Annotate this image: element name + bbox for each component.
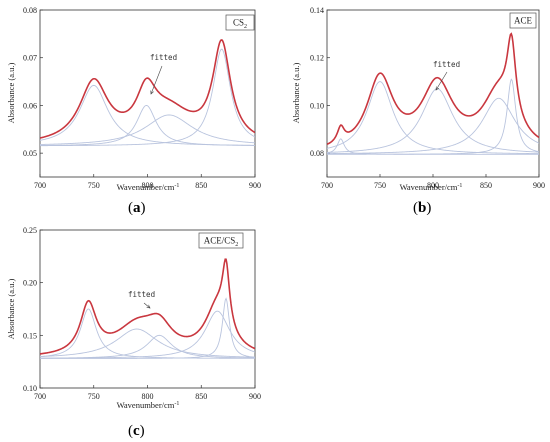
component-peak-5 (40, 297, 255, 359)
x-tick-label: 850 (195, 181, 207, 190)
component-peak-2 (40, 328, 255, 358)
x-axis-label: Wavenumber/cm-1 (400, 182, 463, 192)
caption-a: (a) (128, 200, 146, 216)
legend-box (509, 12, 537, 29)
chart-panel-c: 700 750 800 850 900 0.10 0.15 0.20 0.25 Wavenumbe… (0, 225, 275, 442)
fitted-annotation: fitted (150, 53, 177, 62)
caption-c: (c) (128, 423, 145, 439)
x-tick-label: 700 (34, 181, 46, 190)
y-tick-label: 0.14 (310, 6, 324, 15)
y-axis-label: Absorbance (a.u.) (6, 63, 16, 124)
x-tick-label: 800 (427, 181, 439, 190)
legend-label: ACE/CS2 (204, 236, 239, 249)
y-tick-label: 0.07 (23, 54, 37, 63)
fitted-curve (40, 258, 255, 355)
component-peak-5 (327, 78, 539, 155)
component-peak-1 (327, 138, 539, 155)
x-tick-label: 750 (88, 392, 100, 401)
arrow-head (435, 86, 440, 91)
legend-label: CS2 (233, 18, 247, 31)
arrow-head (150, 90, 154, 95)
y-axis-label: Absorbance (a.u.) (6, 279, 16, 340)
legend-label: ACE (514, 16, 533, 26)
arrow-head (146, 304, 151, 309)
x-tick-label: 700 (321, 181, 333, 190)
x-tick-label: 900 (249, 392, 261, 401)
legend-box (225, 14, 255, 31)
x-tick-label: 850 (480, 181, 492, 190)
x-tick-label: 750 (374, 181, 386, 190)
x-tick-label: 850 (195, 392, 207, 401)
chart-panel-b: 700 750 800 850 900 0.08 0.10 0.12 0.14 Wavenumbe… (285, 0, 550, 225)
fitted-annotation: fitted (433, 60, 460, 69)
y-tick-label: 0.20 (23, 279, 37, 288)
x-tick-label: 800 (142, 392, 154, 401)
annotation-arrow (150, 65, 163, 95)
annotation-arrow (435, 71, 448, 91)
fitted-annotation: fitted (128, 290, 155, 299)
plot-frame-c (39, 229, 256, 389)
component-peak-4 (40, 48, 255, 147)
component-peak-4 (327, 97, 539, 155)
fitted-curve (327, 32, 539, 145)
component-peak-1 (40, 308, 255, 359)
annotation-arrow (143, 302, 151, 309)
chart-a-svg: 700 750 800 850 900 0.05 0.06 0.07 0.08 Wavenumbe… (6, 6, 261, 192)
y-tick-label: 0.06 (23, 101, 37, 110)
x-axis-label: Wavenumber/cm-1 (117, 400, 180, 410)
chart-panel-a: 700 750 800 850 900 0.05 0.06 0.07 0.08 Wavenumbe… (0, 0, 275, 225)
x-tick-label: 750 (88, 181, 100, 190)
component-peak-4 (40, 310, 255, 359)
y-tick-label: 0.08 (310, 149, 324, 158)
x-tick-label: 900 (533, 181, 545, 190)
x-tick-label: 900 (249, 181, 261, 190)
y-tick-label: 0.10 (310, 101, 324, 110)
legend-box (198, 232, 244, 249)
y-tick-label: 0.08 (23, 6, 37, 15)
fitted-curve (40, 39, 255, 139)
y-tick-label: 0.05 (23, 149, 37, 158)
x-tick-label: 700 (34, 392, 46, 401)
chart-c-svg: 700 750 800 850 900 0.10 0.15 0.20 0.25 Wavenumbe… (6, 226, 261, 410)
y-tick-label: 0.15 (23, 331, 37, 340)
component-peak-1 (40, 84, 255, 146)
plot-frame-a (39, 9, 256, 178)
y-tick-label: 0.25 (23, 226, 37, 235)
y-axis-label: Absorbance (a.u.) (291, 63, 301, 124)
x-axis-label: Wavenumber/cm-1 (117, 182, 180, 192)
component-peak-3 (327, 88, 539, 153)
y-tick-label: 0.10 (23, 384, 37, 393)
caption-b: (b) (413, 200, 432, 216)
x-tick-label: 800 (142, 181, 154, 190)
y-tick-label: 0.12 (310, 54, 324, 63)
plot-frame-b (326, 9, 540, 178)
component-peak-2 (40, 104, 255, 146)
component-peak-3 (40, 114, 255, 145)
component-peak-2 (327, 81, 539, 155)
chart-b-svg: 700 750 800 850 900 0.08 0.10 0.12 0.14 Wavenumbe… (291, 6, 545, 192)
